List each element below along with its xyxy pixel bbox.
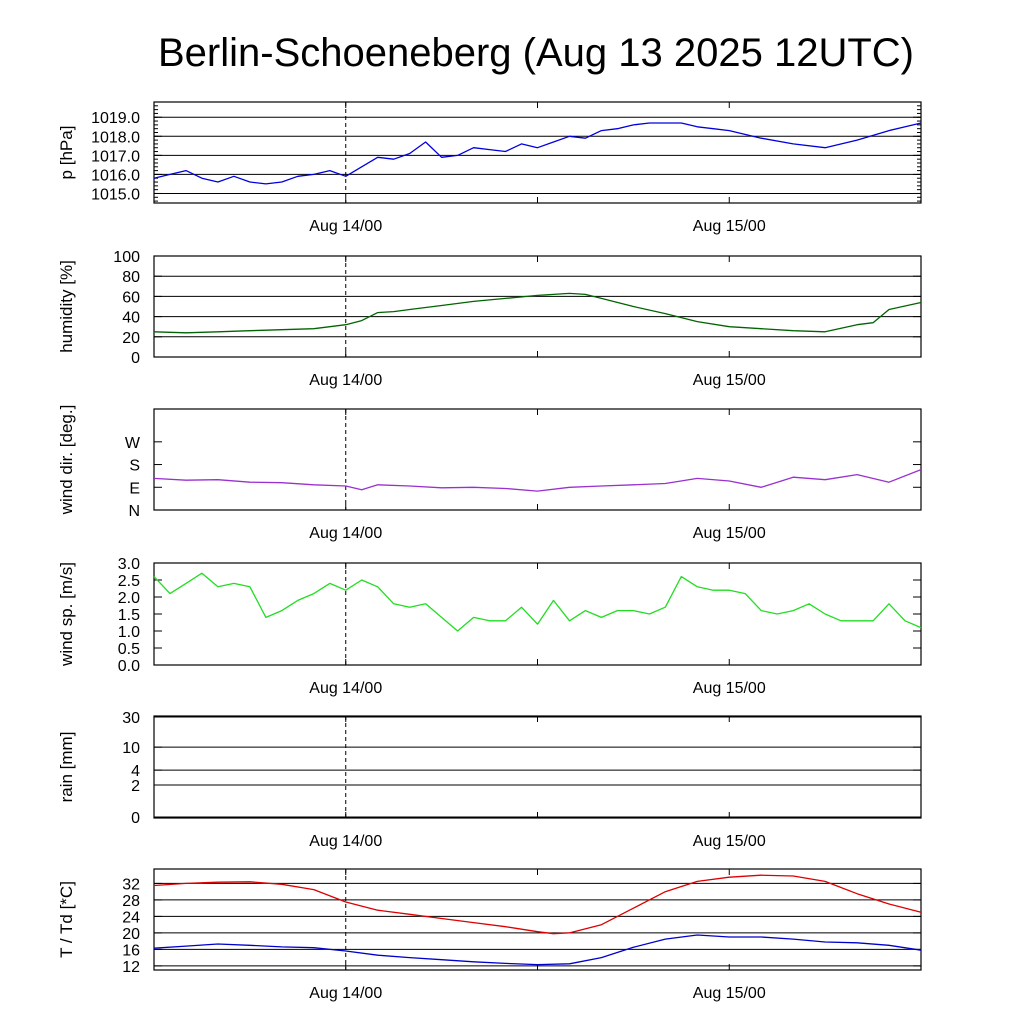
y-tick-label: 24 [122, 909, 140, 926]
y-tick-label: 0 [131, 350, 140, 367]
y-tick-label: 1017.0 [91, 148, 140, 165]
x-tick-label: Aug 15/00 [693, 833, 766, 850]
y-tick-label: 1.0 [118, 624, 140, 641]
y-tick-label: 16 [122, 942, 140, 959]
y-tick-label: 20 [122, 330, 140, 347]
y-axis-label: humidity [%] [57, 260, 76, 353]
y-axis-label: wind dir. [deg.] [57, 405, 76, 516]
panel-4: 0.00.51.01.52.02.53.0 Aug 14/00 Aug 15/00 w… [57, 556, 922, 697]
y-tick-label: W [125, 435, 141, 452]
y-tick-label: 12 [122, 959, 140, 976]
y-tick-label: N [128, 503, 140, 520]
series-line-1 [153, 122, 922, 185]
panel-2: 0 20 40 60 80 100 Aug 14/00 Aug 15/00 humidity [… [57, 249, 922, 389]
x-tick-label: Aug 15/00 [693, 985, 766, 1002]
y-tick-label: 30 [122, 710, 140, 727]
x-tick-label: Aug 15/00 [693, 218, 766, 235]
y-axis-label: p [hPa] [57, 126, 76, 180]
series-line-1 [153, 874, 922, 935]
y-tick-label: 1019.0 [91, 110, 140, 127]
x-tick-label: Aug 14/00 [309, 985, 382, 1002]
y-tick-label: 1018.0 [91, 129, 140, 146]
y-axis-label: T / Td [*C] [57, 881, 76, 958]
y-tick-label: E [129, 480, 140, 497]
x-tick-label: Aug 15/00 [693, 525, 766, 542]
chart-title: Berlin-Schoeneberg (Aug 13 2025 12UTC) [158, 31, 914, 75]
plot-frame [153, 715, 922, 819]
y-tick-label: 2.5 [118, 573, 140, 590]
x-tick-label: Aug 15/00 [693, 372, 766, 389]
x-tick-label: Aug 14/00 [309, 372, 382, 389]
panels: 1015.0 1016.0 1017.0 1018.0 1019.0 Aug 14/00 A… [57, 101, 922, 1002]
y-tick-label: 1016.0 [91, 167, 140, 184]
plot-frame [153, 868, 922, 971]
y-tick-label: 20 [122, 926, 140, 943]
y-tick-label: 32 [122, 876, 140, 893]
y-tick-label: 100 [113, 249, 140, 266]
plot-frame [153, 255, 922, 358]
x-tick-label: Aug 15/00 [693, 680, 766, 697]
panel-1: 1015.0 1016.0 1017.0 1018.0 1019.0 Aug 14/00 A… [57, 101, 922, 235]
y-axis-label: rain [mm] [57, 732, 76, 803]
y-tick-label: 4 [131, 763, 140, 780]
y-tick-label: 40 [122, 310, 140, 327]
y-tick-label: 28 [122, 893, 140, 910]
y-tick-label: 1015.0 [91, 186, 140, 203]
x-tick-label: Aug 14/00 [309, 218, 382, 235]
series-line-2 [153, 934, 922, 966]
y-tick-label: 2 [131, 778, 140, 795]
x-tick-label: Aug 14/00 [309, 833, 382, 850]
x-tick-label: Aug 14/00 [309, 525, 382, 542]
y-tick-label: 60 [122, 289, 140, 306]
panel-5: 0 24 10 30 Aug 14/00 Aug 15/00 rain [mm] [57, 710, 922, 850]
y-tick-label: 10 [122, 740, 140, 757]
y-tick-label: 3.0 [118, 556, 140, 573]
plot-frame [153, 408, 922, 511]
y-tick-label: 0.0 [118, 658, 140, 675]
series-line-1 [153, 572, 922, 632]
series-line-1 [153, 468, 922, 492]
y-axis-label: wind sp. [m/s] [57, 562, 76, 667]
x-tick-label: Aug 14/00 [309, 680, 382, 697]
plot-frame [153, 562, 922, 666]
y-tick-label: 80 [122, 269, 140, 286]
y-tick-label: 1.5 [118, 607, 140, 624]
y-tick-label: 0.5 [118, 641, 140, 658]
y-tick-label: S [129, 458, 140, 475]
y-tick-label: 2.0 [118, 590, 140, 607]
y-tick-label: 0 [131, 810, 140, 827]
series-line-1 [153, 292, 922, 334]
